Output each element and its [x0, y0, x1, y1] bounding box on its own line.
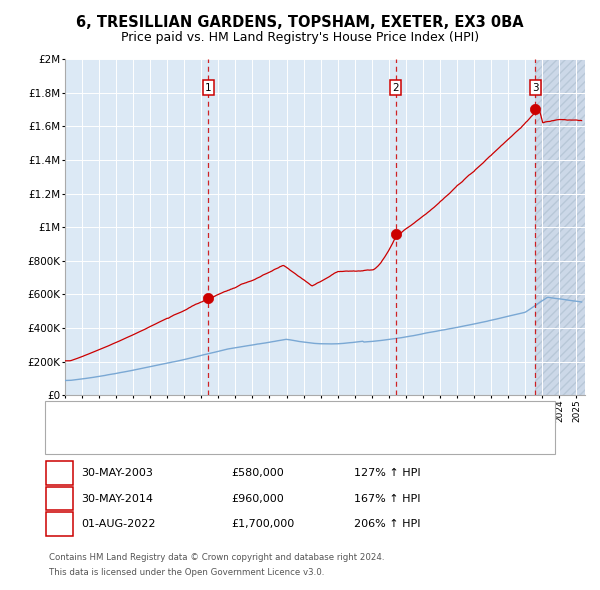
Text: Price paid vs. HM Land Registry's House Price Index (HPI): Price paid vs. HM Land Registry's House …: [121, 31, 479, 44]
Text: Contains HM Land Registry data © Crown copyright and database right 2024.: Contains HM Land Registry data © Crown c…: [49, 553, 385, 562]
Text: 2: 2: [392, 83, 399, 93]
Text: 01-AUG-2022: 01-AUG-2022: [81, 519, 155, 529]
Text: 3: 3: [56, 519, 63, 529]
Point: [391, 229, 401, 238]
Text: 30-MAY-2014: 30-MAY-2014: [81, 494, 153, 503]
Point: [530, 104, 540, 114]
Text: £1,700,000: £1,700,000: [231, 519, 294, 529]
Text: 2: 2: [56, 494, 63, 503]
Text: 206% ↑ HPI: 206% ↑ HPI: [354, 519, 421, 529]
Text: HPI: Average price, detached house, Exeter: HPI: Average price, detached house, Exet…: [87, 435, 299, 444]
Text: 1: 1: [56, 468, 63, 478]
Text: 167% ↑ HPI: 167% ↑ HPI: [354, 494, 421, 503]
Text: ——: ——: [63, 433, 78, 446]
Text: £960,000: £960,000: [231, 494, 284, 503]
Text: 30-MAY-2003: 30-MAY-2003: [81, 468, 153, 478]
Text: This data is licensed under the Open Government Licence v3.0.: This data is licensed under the Open Gov…: [49, 568, 325, 577]
Text: 3: 3: [532, 83, 539, 93]
Text: 6, TRESILLIAN GARDENS, TOPSHAM, EXETER, EX3 0BA (detached house): 6, TRESILLIAN GARDENS, TOPSHAM, EXETER, …: [87, 408, 442, 418]
Text: £580,000: £580,000: [231, 468, 284, 478]
Bar: [535, 59, 585, 395]
Text: 6, TRESILLIAN GARDENS, TOPSHAM, EXETER, EX3 0BA: 6, TRESILLIAN GARDENS, TOPSHAM, EXETER, …: [76, 15, 524, 30]
Point: [203, 293, 213, 303]
Text: ——: ——: [63, 407, 78, 419]
Text: 127% ↑ HPI: 127% ↑ HPI: [354, 468, 421, 478]
Text: 1: 1: [205, 83, 212, 93]
